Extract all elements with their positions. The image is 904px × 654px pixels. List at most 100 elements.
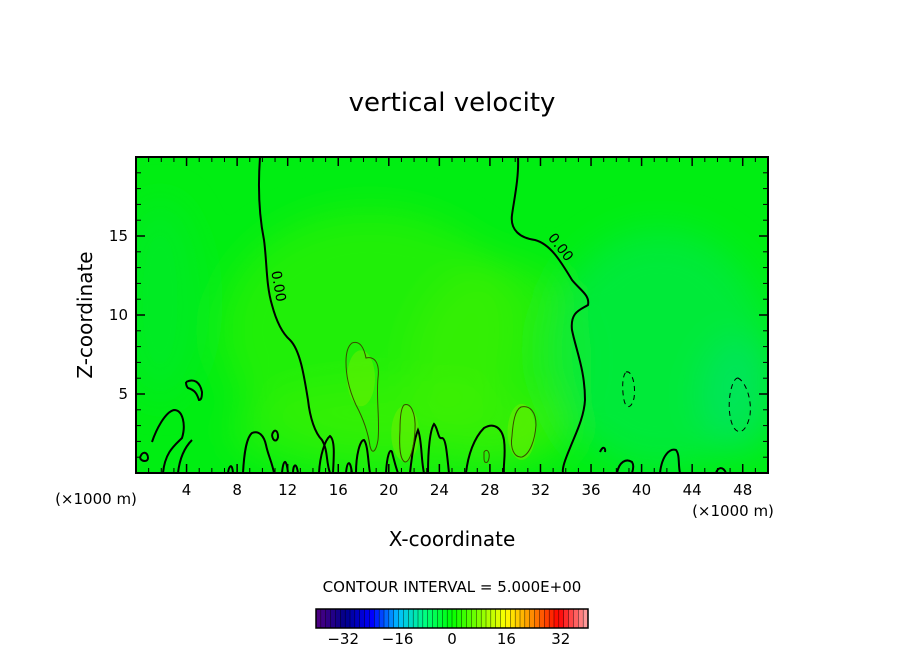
boundary-contour-9 <box>292 464 299 473</box>
boundary-contour-17 <box>599 446 607 453</box>
negative-contour-1 <box>622 371 635 407</box>
colorbar-segment <box>461 608 468 629</box>
colorbar-segment <box>578 608 584 629</box>
colorbar-segment <box>412 608 419 629</box>
colorbar-ticks: −32 −16 0 16 32 <box>327 630 570 648</box>
colorbar-segment <box>471 608 477 629</box>
boundary-contour-13 <box>385 450 399 473</box>
x-axis-ticks: 4 8 12 16 20 24 28 32 36 40 44 48 <box>148 157 756 499</box>
positive-contour-2 <box>399 403 416 463</box>
colorbar-tick-label: 16 <box>497 630 516 648</box>
positive-contours <box>345 341 537 463</box>
boundary-contour-6 <box>242 431 275 473</box>
x-axis-label: X-coordinate <box>389 527 516 551</box>
x-tick-label: 16 <box>329 481 348 499</box>
x-tick-label: 28 <box>480 481 499 499</box>
boundary-contour-19 <box>659 448 681 473</box>
colorbar-segment <box>344 608 351 629</box>
boundary-contour-1 <box>139 451 150 462</box>
colorbar-frame <box>315 608 589 629</box>
chart-title: vertical velocity <box>349 88 556 118</box>
colorbar-segment <box>480 608 487 629</box>
x-tick-label: 20 <box>379 481 398 499</box>
colorbar-segment <box>349 608 356 629</box>
positive-contour-1 <box>345 341 380 452</box>
contour-interval: CONTOUR INTERVAL = 5.000E+00 <box>323 578 582 596</box>
boundary-contours <box>139 379 727 473</box>
colorbar-segment <box>568 608 574 629</box>
boundary-contour-15 <box>427 422 450 473</box>
updraft-maximum <box>346 350 375 407</box>
colorbar-segment <box>548 608 555 629</box>
colorbar-segment <box>539 608 545 629</box>
colorbar-segment <box>553 608 560 629</box>
x-tick-label: 36 <box>581 481 600 499</box>
x-tick-label: 12 <box>278 481 297 499</box>
colorbar-segment <box>374 608 380 629</box>
boundary-contour-14 <box>409 427 425 473</box>
colorbar-segment <box>485 608 492 629</box>
boundary-contour-10 <box>318 434 335 473</box>
shading-downdraft-left <box>136 200 200 400</box>
colorbar-segment <box>325 608 332 629</box>
y-axis-label: Z-coordinate <box>73 251 97 378</box>
velocity-field: 0.00 0.00 <box>136 157 768 473</box>
colorbar-segment <box>437 608 443 629</box>
y-tick-label: 10 <box>109 306 128 324</box>
positive-contour-3 <box>511 406 537 458</box>
colorbar-segment <box>514 608 521 629</box>
colorbar-tick-label: 32 <box>551 630 570 648</box>
x-tick-label: 48 <box>733 481 752 499</box>
colorbar-segment <box>388 608 395 629</box>
colorbar-segment <box>544 608 550 629</box>
colorbar-tick-label: −32 <box>327 630 359 648</box>
colorbar-segment <box>417 608 424 629</box>
boundary-contour-4 <box>185 379 204 402</box>
maxima-layer <box>346 350 536 462</box>
colorbar-segment <box>427 608 434 629</box>
colorbar-tick-label: 0 <box>447 630 457 648</box>
updraft-maximum <box>507 403 536 460</box>
zero-contour-right <box>510 157 590 473</box>
zero-contour-left <box>258 157 331 473</box>
colorbar-segment <box>505 608 511 629</box>
colorbar-segment <box>519 608 526 629</box>
boundary-contour-11 <box>345 462 353 473</box>
colorbar-segment <box>359 608 366 629</box>
field-shading <box>136 200 768 473</box>
colorbar-segment <box>320 608 327 629</box>
zero-contour-label-left: 0.00 <box>267 270 288 303</box>
colorbar-segment <box>398 608 404 629</box>
colorbar-segment <box>529 608 536 629</box>
x-tick-label: 4 <box>182 481 192 499</box>
y-tick-label: 15 <box>109 227 128 245</box>
updraft-maximum <box>391 405 420 462</box>
colorbar-segment <box>369 608 375 629</box>
boundary-contour-12 <box>355 438 371 473</box>
colorbar-segment <box>408 608 414 629</box>
colorbar-segment <box>573 608 579 629</box>
colorbar-segment <box>354 608 361 629</box>
colorbar-segment <box>446 608 453 629</box>
colorbar-segment <box>534 608 540 629</box>
colorbar-segment <box>495 608 502 629</box>
colorbar-segment <box>393 608 400 629</box>
negative-contour-2 <box>728 377 751 432</box>
boundary-contour-16 <box>465 424 506 473</box>
shading-downdraft-far-right <box>700 335 768 455</box>
colorbar-segment <box>330 608 336 629</box>
negative-contours <box>622 371 751 432</box>
colorbar-segment <box>563 608 570 629</box>
colorbar-segment <box>476 608 482 629</box>
colorbar-segment <box>335 608 341 629</box>
colorbar-segment <box>524 608 531 629</box>
x-tick-label: 44 <box>683 481 702 499</box>
boundary-contour-5 <box>227 465 234 473</box>
x-tick-label: 40 <box>632 481 651 499</box>
boundary-contour-20 <box>715 467 727 473</box>
colorbar-segment <box>340 608 346 629</box>
colorbar-segment <box>466 608 472 629</box>
colorbar-segment <box>364 608 370 629</box>
y-tick-label: 5 <box>118 385 128 403</box>
